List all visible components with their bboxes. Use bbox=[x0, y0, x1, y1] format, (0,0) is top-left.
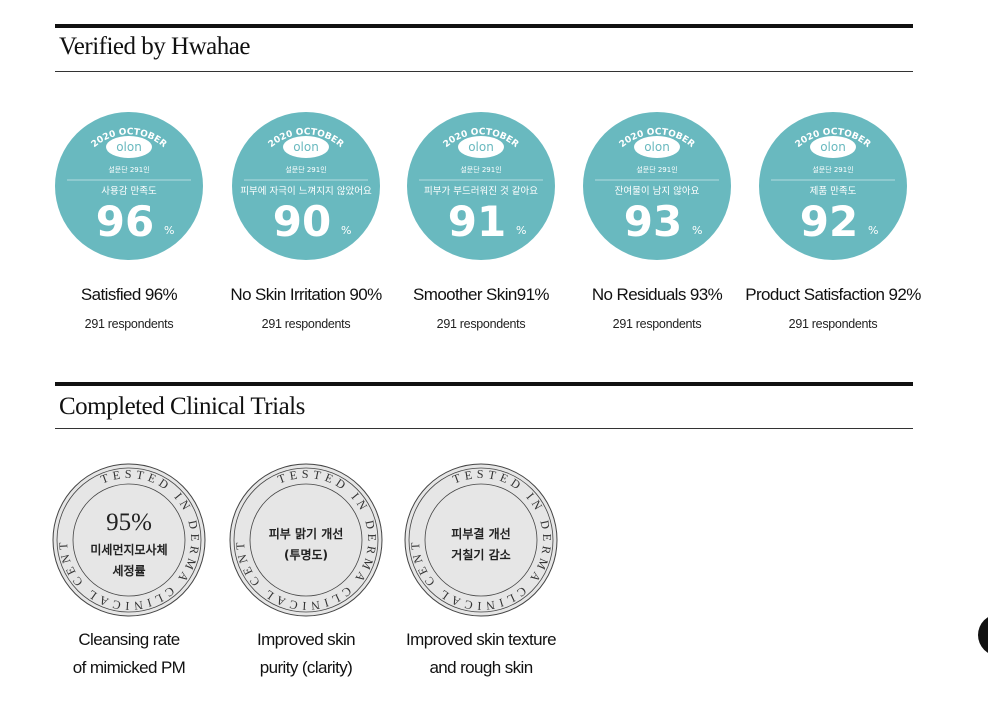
svg-text:olon: olon bbox=[820, 140, 846, 154]
badge-unit: % bbox=[341, 224, 351, 237]
clinical-seal: TESTED IN DERMA CLINICAL CENTER 피부 맑기 개선… bbox=[228, 462, 383, 617]
olon-logo: olon bbox=[458, 136, 504, 158]
badge-respondents: 291 respondents bbox=[788, 317, 878, 331]
survey-badge-item: 2020 OCTOBER olon 설문단 291인 잔여물이 남지 않아요 9… bbox=[557, 110, 757, 331]
svg-text:피부 맑기 개선: 피부 맑기 개선 bbox=[269, 526, 344, 541]
clinical-seal-item: TESTED IN DERMA CLINICAL CENTER 피부결 개선 거… bbox=[381, 462, 581, 682]
badge-unit: % bbox=[868, 224, 878, 237]
seal-big: 95% bbox=[106, 509, 152, 536]
seal-label: Improved skin bbox=[256, 630, 356, 649]
olon-logo: olon bbox=[106, 136, 152, 158]
badge-value: 93 bbox=[624, 197, 682, 246]
seal-label: and rough skin bbox=[429, 658, 533, 677]
badge-panel: 설문단 291인 bbox=[108, 165, 149, 174]
clinical-seal-item: TESTED IN DERMA CLINICAL CENTER 피부 맑기 개선… bbox=[206, 462, 406, 682]
svg-text:피부결 개선: 피부결 개선 bbox=[451, 526, 510, 541]
svg-text:거칠기 감소: 거칠기 감소 bbox=[451, 547, 510, 562]
badge-value: 90 bbox=[273, 197, 331, 246]
badge-unit: % bbox=[516, 224, 526, 237]
badge-respondents: 291 respondents bbox=[84, 317, 174, 331]
clinical-seal: TESTED IN DERMA CLINICAL CENTER 95% 미세먼지… bbox=[51, 462, 206, 617]
badge-label: No Residuals 93% bbox=[591, 285, 723, 304]
badge-value: 92 bbox=[800, 197, 858, 246]
clinical-seal-item: TESTED IN DERMA CLINICAL CENTER 95% 미세먼지… bbox=[29, 462, 229, 682]
badge-panel: 설문단 291인 bbox=[460, 165, 501, 174]
survey-badge: 2020 OCTOBER olon 설문단 291인 제품 만족도 92 % bbox=[759, 112, 907, 260]
svg-text:olon: olon bbox=[468, 140, 494, 154]
survey-badge: 2020 OCTOBER olon 설문단 291인 사용감 만족도 96 % bbox=[55, 112, 203, 260]
badge-question: 피부에 자극이 느껴지지 않았어요 bbox=[240, 185, 372, 197]
badge-panel: 설문단 291인 bbox=[285, 165, 326, 174]
section-divider-thick bbox=[55, 24, 913, 28]
section-divider-thin bbox=[55, 428, 913, 429]
clinical-title: Completed Clinical Trials bbox=[59, 393, 305, 420]
badge-respondents: 291 respondents bbox=[612, 317, 702, 331]
verified-title: Verified by Hwahae bbox=[59, 33, 250, 60]
svg-text:미세먼지모사체: 미세먼지모사체 bbox=[90, 542, 167, 557]
svg-text:세정률: 세정률 bbox=[112, 563, 145, 578]
badge-question: 제품 만족도 bbox=[810, 186, 857, 197]
survey-badge-item: 2020 OCTOBER olon 설문단 291인 피부에 자극이 느껴지지 … bbox=[206, 110, 406, 331]
badge-value: 96 bbox=[96, 197, 154, 246]
svg-text:olon: olon bbox=[116, 140, 142, 154]
svg-text:olon: olon bbox=[293, 140, 319, 154]
badge-label: Smoother Skin91% bbox=[413, 285, 550, 304]
seal-label: Cleansing rate bbox=[78, 630, 180, 649]
seal-label: of mimicked PM bbox=[72, 658, 186, 677]
badge-unit: % bbox=[164, 224, 174, 237]
olon-logo: olon bbox=[283, 136, 329, 158]
badge-respondents: 291 respondents bbox=[436, 317, 526, 331]
svg-text:(투명도): (투명도) bbox=[284, 548, 328, 562]
survey-badge: 2020 OCTOBER olon 설문단 291인 피부가 부드러워진 것 같… bbox=[407, 112, 555, 260]
olon-logo: olon bbox=[634, 136, 680, 158]
badge-panel: 설문단 291인 bbox=[636, 165, 677, 174]
survey-badge: 2020 OCTOBER olon 설문단 291인 잔여물이 남지 않아요 9… bbox=[583, 112, 731, 260]
survey-badge-item: 2020 OCTOBER olon 설문단 291인 피부가 부드러워진 것 같… bbox=[381, 110, 581, 331]
badge-question: 잔여물이 남지 않아요 bbox=[615, 185, 700, 197]
floating-button[interactable] bbox=[978, 614, 988, 656]
badge-unit: % bbox=[692, 224, 702, 237]
svg-text:olon: olon bbox=[644, 140, 670, 154]
badge-question: 피부가 부드러워진 것 같아요 bbox=[424, 185, 538, 197]
survey-badge-item: 2020 OCTOBER olon 설문단 291인 제품 만족도 92 % P… bbox=[733, 110, 933, 331]
badge-panel: 설문단 291인 bbox=[812, 165, 853, 174]
section-divider-thin bbox=[55, 71, 913, 72]
seal-label: Improved skin texture bbox=[406, 630, 557, 649]
section-divider-thick bbox=[55, 382, 913, 386]
clinical-seal: TESTED IN DERMA CLINICAL CENTER 피부결 개선 거… bbox=[403, 462, 558, 617]
badge-label: Product Satisfaction 92% bbox=[745, 285, 921, 304]
badge-value: 91 bbox=[448, 197, 506, 246]
olon-logo: olon bbox=[810, 136, 856, 158]
badge-respondents: 291 respondents bbox=[261, 317, 351, 331]
badge-label: No Skin Irritation 90% bbox=[230, 285, 382, 304]
survey-badge-item: 2020 OCTOBER olon 설문단 291인 사용감 만족도 96 % … bbox=[29, 110, 229, 331]
badge-question: 사용감 만족도 bbox=[101, 185, 157, 197]
survey-badge: 2020 OCTOBER olon 설문단 291인 피부에 자극이 느껴지지 … bbox=[232, 112, 380, 260]
seal-label: purity (clarity) bbox=[259, 658, 353, 677]
badge-label: Satisfied 96% bbox=[80, 285, 178, 304]
